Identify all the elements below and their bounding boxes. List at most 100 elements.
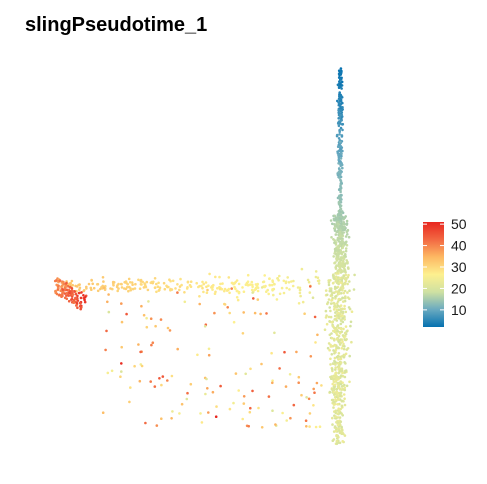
data-point — [260, 362, 263, 366]
data-point — [328, 390, 332, 394]
data-point — [305, 396, 308, 399]
data-point — [249, 406, 252, 410]
data-point — [144, 421, 147, 425]
data-point — [340, 80, 344, 84]
data-point — [202, 290, 205, 294]
data-point — [341, 440, 345, 443]
data-point — [253, 288, 257, 292]
data-point — [341, 334, 345, 337]
data-point — [343, 267, 346, 271]
data-point — [82, 289, 85, 293]
data-point — [155, 424, 159, 427]
data-point — [271, 379, 274, 383]
data-point — [339, 355, 342, 359]
data-point — [316, 279, 320, 283]
data-point — [231, 281, 234, 285]
data-point — [346, 282, 349, 286]
data-point — [58, 279, 61, 283]
data-point — [308, 412, 312, 415]
data-point — [251, 283, 254, 287]
data-point — [344, 325, 348, 328]
data-point — [178, 285, 182, 288]
data-point — [347, 235, 351, 239]
data-point — [339, 382, 343, 386]
data-point — [205, 291, 209, 295]
data-point — [337, 137, 341, 140]
data-point — [333, 241, 336, 245]
data-point — [338, 116, 342, 119]
data-point — [124, 287, 128, 291]
data-point — [155, 290, 158, 294]
data-point — [274, 423, 277, 426]
data-point — [203, 325, 207, 328]
data-point — [338, 332, 342, 335]
chart-title: slingPseudotime_1 — [25, 14, 208, 36]
data-point — [61, 288, 65, 291]
data-point — [338, 441, 342, 445]
data-point — [119, 375, 122, 379]
data-point — [230, 287, 233, 290]
data-point — [153, 277, 157, 280]
data-point — [343, 296, 347, 300]
data-point — [213, 311, 216, 315]
data-point — [339, 109, 343, 113]
data-point — [140, 364, 144, 368]
data-point — [74, 284, 77, 288]
data-point — [347, 267, 350, 270]
data-point — [151, 341, 155, 345]
data-point — [332, 403, 336, 406]
data-point — [339, 85, 342, 89]
data-point — [237, 282, 241, 286]
data-point — [215, 405, 218, 408]
data-point — [189, 285, 193, 289]
data-point — [78, 301, 82, 305]
data-point — [334, 360, 337, 364]
data-point — [201, 280, 204, 284]
data-point — [196, 353, 199, 357]
data-point — [101, 276, 105, 279]
data-point — [339, 213, 343, 217]
data-point — [307, 280, 311, 284]
data-point — [325, 293, 329, 297]
data-point — [341, 286, 345, 290]
data-point — [323, 328, 327, 332]
data-point — [298, 288, 302, 292]
data-point — [315, 381, 319, 385]
data-point — [201, 286, 204, 290]
data-point — [101, 411, 105, 415]
data-point — [246, 273, 250, 277]
data-point — [343, 331, 347, 335]
data-point — [339, 327, 343, 331]
data-point — [333, 261, 336, 265]
data-point — [330, 388, 334, 391]
data-point — [106, 300, 109, 304]
data-point — [342, 250, 345, 254]
data-point — [288, 288, 291, 291]
data-point — [340, 146, 344, 149]
data-point — [170, 374, 174, 378]
data-point — [78, 288, 81, 292]
data-point — [54, 289, 57, 293]
data-point — [338, 91, 342, 94]
data-point — [332, 217, 336, 221]
data-point — [338, 232, 341, 235]
data-point — [337, 200, 341, 204]
data-point — [333, 425, 337, 428]
data-point — [129, 386, 132, 389]
data-point — [334, 366, 338, 369]
data-point — [343, 338, 347, 341]
data-point — [339, 375, 343, 378]
colorbar-tick-label: 10 — [451, 302, 467, 318]
data-point — [57, 284, 60, 288]
data-point — [314, 341, 317, 344]
data-point — [342, 327, 345, 331]
data-point — [345, 348, 349, 351]
data-point — [332, 380, 336, 384]
data-point — [328, 348, 331, 352]
data-point — [218, 275, 221, 279]
data-point — [207, 353, 211, 357]
data-point — [335, 257, 338, 261]
data-point — [292, 403, 296, 407]
data-point — [117, 282, 120, 286]
data-point — [338, 102, 341, 105]
